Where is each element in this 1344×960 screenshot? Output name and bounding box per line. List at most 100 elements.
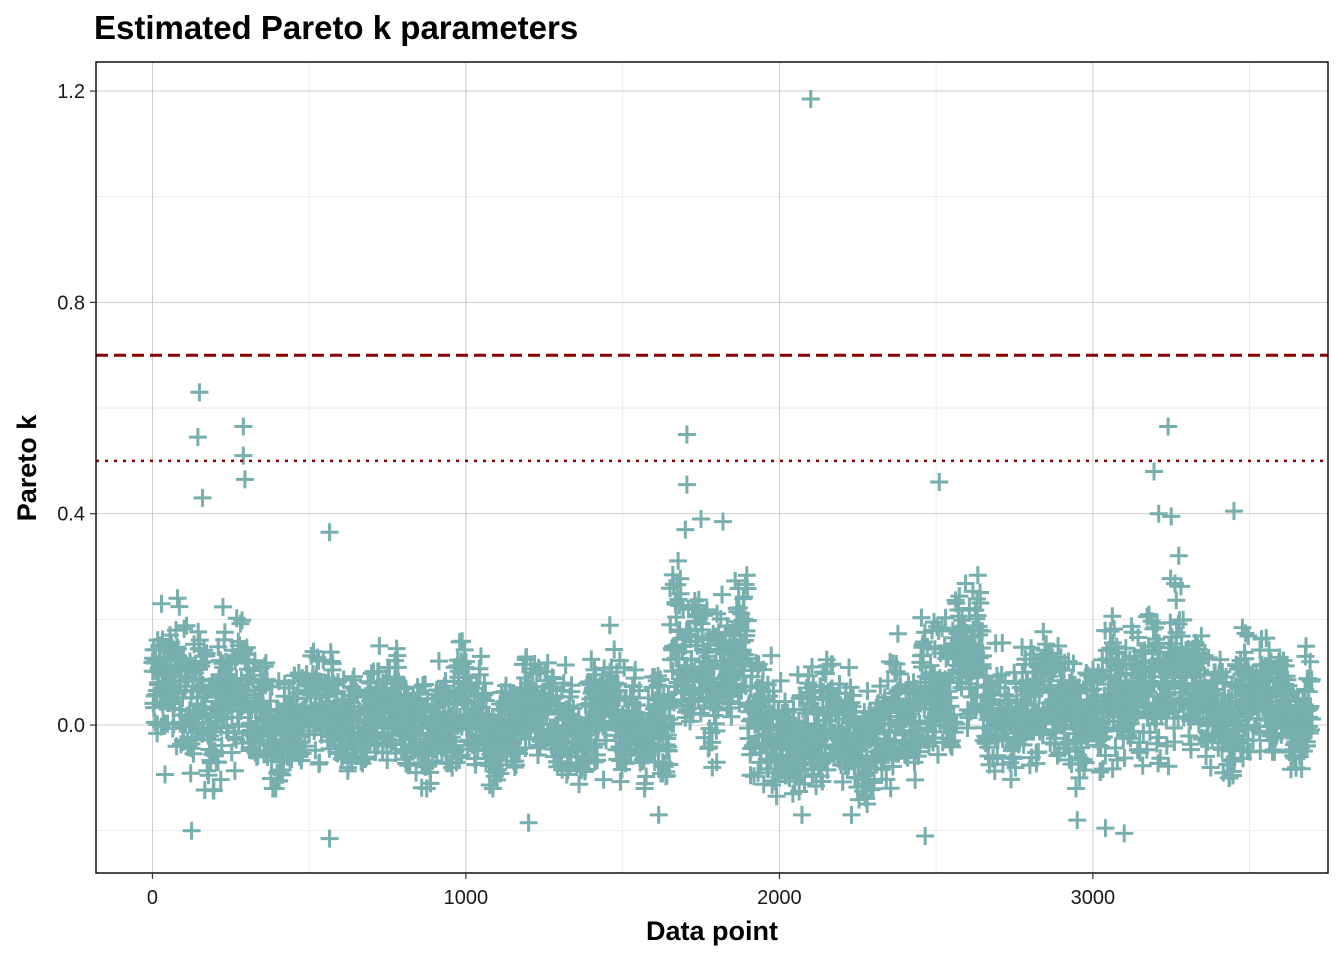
data-point [830, 675, 849, 694]
data-point [1002, 770, 1021, 789]
data-point [234, 417, 253, 436]
data-point [554, 674, 573, 693]
data-point [801, 89, 820, 108]
data-point [615, 658, 634, 677]
data-point [511, 726, 530, 745]
data-point [878, 672, 897, 691]
data-point [370, 636, 389, 655]
data-point [256, 654, 275, 672]
data-point [471, 647, 490, 666]
data-point [152, 594, 171, 613]
data-point [888, 624, 907, 643]
data-point [703, 733, 721, 752]
data-point [229, 717, 248, 736]
data-point [1204, 680, 1223, 699]
data-point [823, 655, 842, 674]
data-point [1302, 670, 1321, 689]
data-point [689, 590, 708, 609]
data-point [1103, 607, 1122, 626]
data-point [1064, 654, 1083, 673]
data-point [175, 619, 194, 638]
data-point [479, 706, 498, 725]
data-point [745, 767, 764, 786]
data-point [858, 795, 877, 814]
data-point [973, 622, 992, 641]
data-point [803, 657, 822, 676]
data-point [199, 766, 218, 785]
data-point [1029, 742, 1048, 761]
data-point [887, 662, 906, 681]
data-point [419, 754, 438, 773]
data-point [707, 753, 726, 772]
data-point [984, 749, 1003, 768]
data-point [1145, 462, 1164, 481]
data-point [833, 772, 852, 791]
data-point [682, 650, 701, 669]
data-point [945, 723, 964, 742]
data-point [1101, 622, 1120, 641]
data-point [649, 805, 668, 824]
data-point [713, 585, 732, 604]
x-tick-label-0: 0 [147, 887, 158, 909]
data-point [429, 652, 448, 671]
data-point [357, 748, 376, 767]
data-point [906, 770, 925, 789]
data-point [237, 638, 256, 657]
data-point [189, 622, 208, 641]
data-point [630, 681, 649, 700]
x-tick-label-1: 1000 [444, 887, 489, 909]
data-point [662, 690, 681, 709]
data-point [877, 770, 896, 789]
data-point [738, 611, 757, 630]
data-point [949, 607, 968, 626]
data-point [841, 678, 860, 697]
y-axis: 0.0 0.4 0.8 1.2 [57, 81, 96, 737]
data-point [1066, 779, 1085, 798]
data-point [818, 760, 837, 779]
data-point [233, 611, 252, 630]
data-point [295, 737, 314, 756]
data-point [936, 608, 955, 627]
data-point [544, 669, 563, 688]
panel-border [95, 61, 1329, 874]
chart-title: Estimated Pareto k parameters [94, 9, 578, 46]
data-point [323, 654, 342, 673]
data-point [676, 520, 695, 539]
data-point [1106, 738, 1125, 757]
data-point [858, 682, 877, 701]
data-point [657, 766, 676, 785]
data-point [1004, 749, 1023, 768]
data-point [918, 637, 937, 656]
data-point [651, 670, 670, 689]
data-point [1105, 620, 1124, 639]
data-point [1041, 676, 1060, 695]
data-point [726, 571, 745, 590]
data-point [1162, 507, 1181, 526]
data-point [664, 714, 683, 733]
data-point [697, 600, 716, 619]
data-point [1225, 752, 1244, 771]
data-point [707, 721, 726, 740]
data-point [1260, 641, 1279, 660]
data-point [1201, 758, 1220, 777]
data-point [1034, 622, 1053, 641]
data-point [181, 764, 200, 783]
data-point [993, 633, 1012, 652]
data-point [1211, 650, 1230, 669]
data-point [713, 512, 732, 531]
data-point [600, 616, 619, 635]
data-point [767, 787, 786, 806]
data-point [844, 686, 863, 705]
data-point [1149, 504, 1168, 523]
data-point [605, 640, 624, 659]
data-point [190, 383, 209, 402]
data-point [211, 770, 230, 789]
y-tick-label-3: 1.2 [57, 81, 85, 103]
data-point [971, 593, 990, 612]
data-point [677, 425, 696, 444]
data-point [1301, 697, 1320, 716]
data-point [456, 652, 475, 671]
data-point [369, 662, 388, 681]
data-point [996, 672, 1015, 691]
